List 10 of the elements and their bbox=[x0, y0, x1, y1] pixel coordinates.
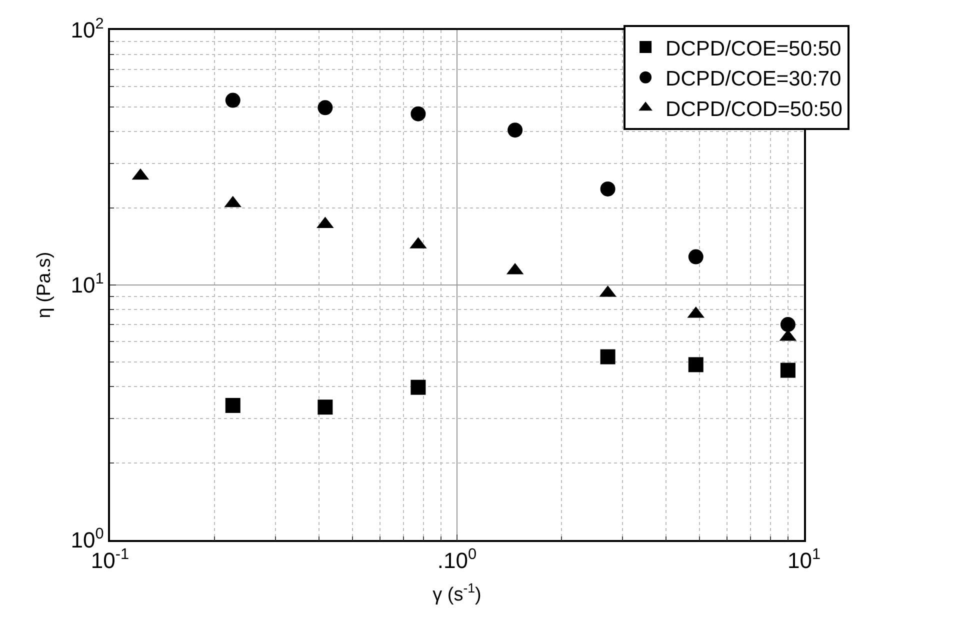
x-axis-title: γ (s$^{-1}$) bbox=[432, 580, 482, 606]
legend-label: DCPD/COE=50:50 bbox=[666, 37, 842, 60]
x-tick-label: .10$^{0}$ bbox=[437, 546, 477, 574]
x-tick-label: 10$^{1}$ bbox=[787, 546, 821, 574]
legend-label: DCPD/COD=50:50 bbox=[666, 98, 842, 121]
legend-label: DCPD/COE=30:70 bbox=[666, 68, 842, 91]
y-tick-label: 10$^{0}$ bbox=[70, 525, 104, 553]
y-tick-label: 10$^{2}$ bbox=[70, 15, 104, 43]
y-tick-label: 10$^{1}$ bbox=[70, 270, 104, 298]
y-axis-title: η (Pa.s) bbox=[34, 252, 56, 318]
